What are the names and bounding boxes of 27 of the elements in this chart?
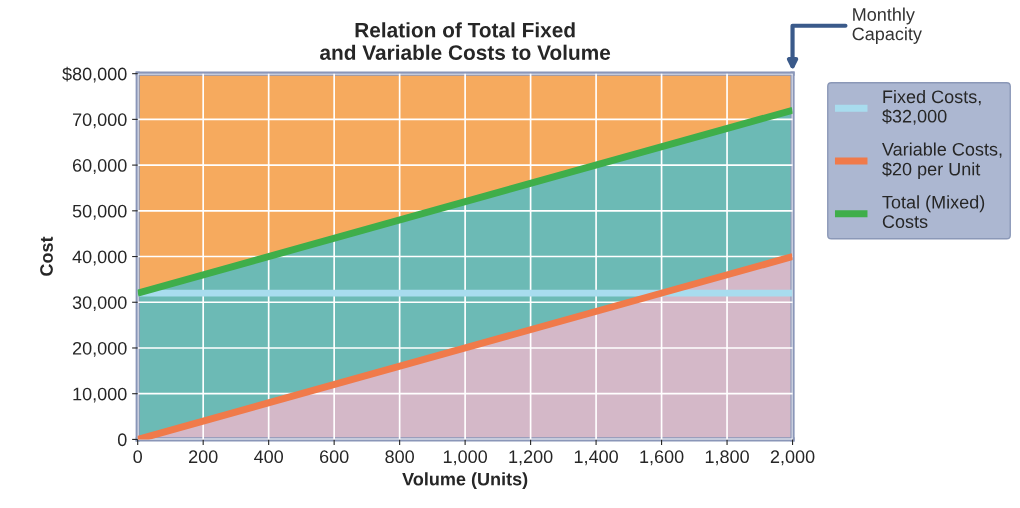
chart-title: Relation of Total Fixed and Variable Costs to Volume <box>320 22 611 60</box>
x-tick-label: 400 <box>254 450 284 464</box>
x-axis-title: Volume (Units) <box>402 472 528 490</box>
legend-label: Variable Costs, $20 per Unit <box>882 142 1002 180</box>
y-tick-label: 70,000 <box>72 113 127 129</box>
y-tick-label: 0 <box>117 433 127 447</box>
x-tick-label: 200 <box>189 450 218 464</box>
x-tick-label: 1,800 <box>705 450 749 466</box>
x-tick-label: 1,600 <box>640 450 684 466</box>
legend-label: Total (Mixed) Costs <box>882 195 985 229</box>
x-tick-label: 1,400 <box>574 450 618 466</box>
y-axis-title: Cost <box>40 236 53 276</box>
y-tick-label: 10,000 <box>73 387 127 403</box>
x-tick-label: 1,000 <box>443 450 488 466</box>
y-tick-label: $80,000 <box>62 66 127 83</box>
y-tick-label: 40,000 <box>72 250 127 266</box>
legend-label: Fixed Costs, $32,000 <box>882 89 981 125</box>
x-tick-label: 800 <box>385 450 414 464</box>
y-tick-label: 50,000 <box>72 204 127 220</box>
y-tick-label: 20,000 <box>72 341 127 357</box>
x-tick-label: 1,200 <box>509 450 553 466</box>
text: Monthly Capacity <box>852 7 922 44</box>
x-tick-label: 2,000 <box>770 450 815 466</box>
x-tick-label: 0 <box>133 450 143 464</box>
y-tick-label: 60,000 <box>72 159 127 174</box>
y-tick-label: 30,000 <box>72 296 127 312</box>
x-tick-label: 600 <box>320 450 349 464</box>
